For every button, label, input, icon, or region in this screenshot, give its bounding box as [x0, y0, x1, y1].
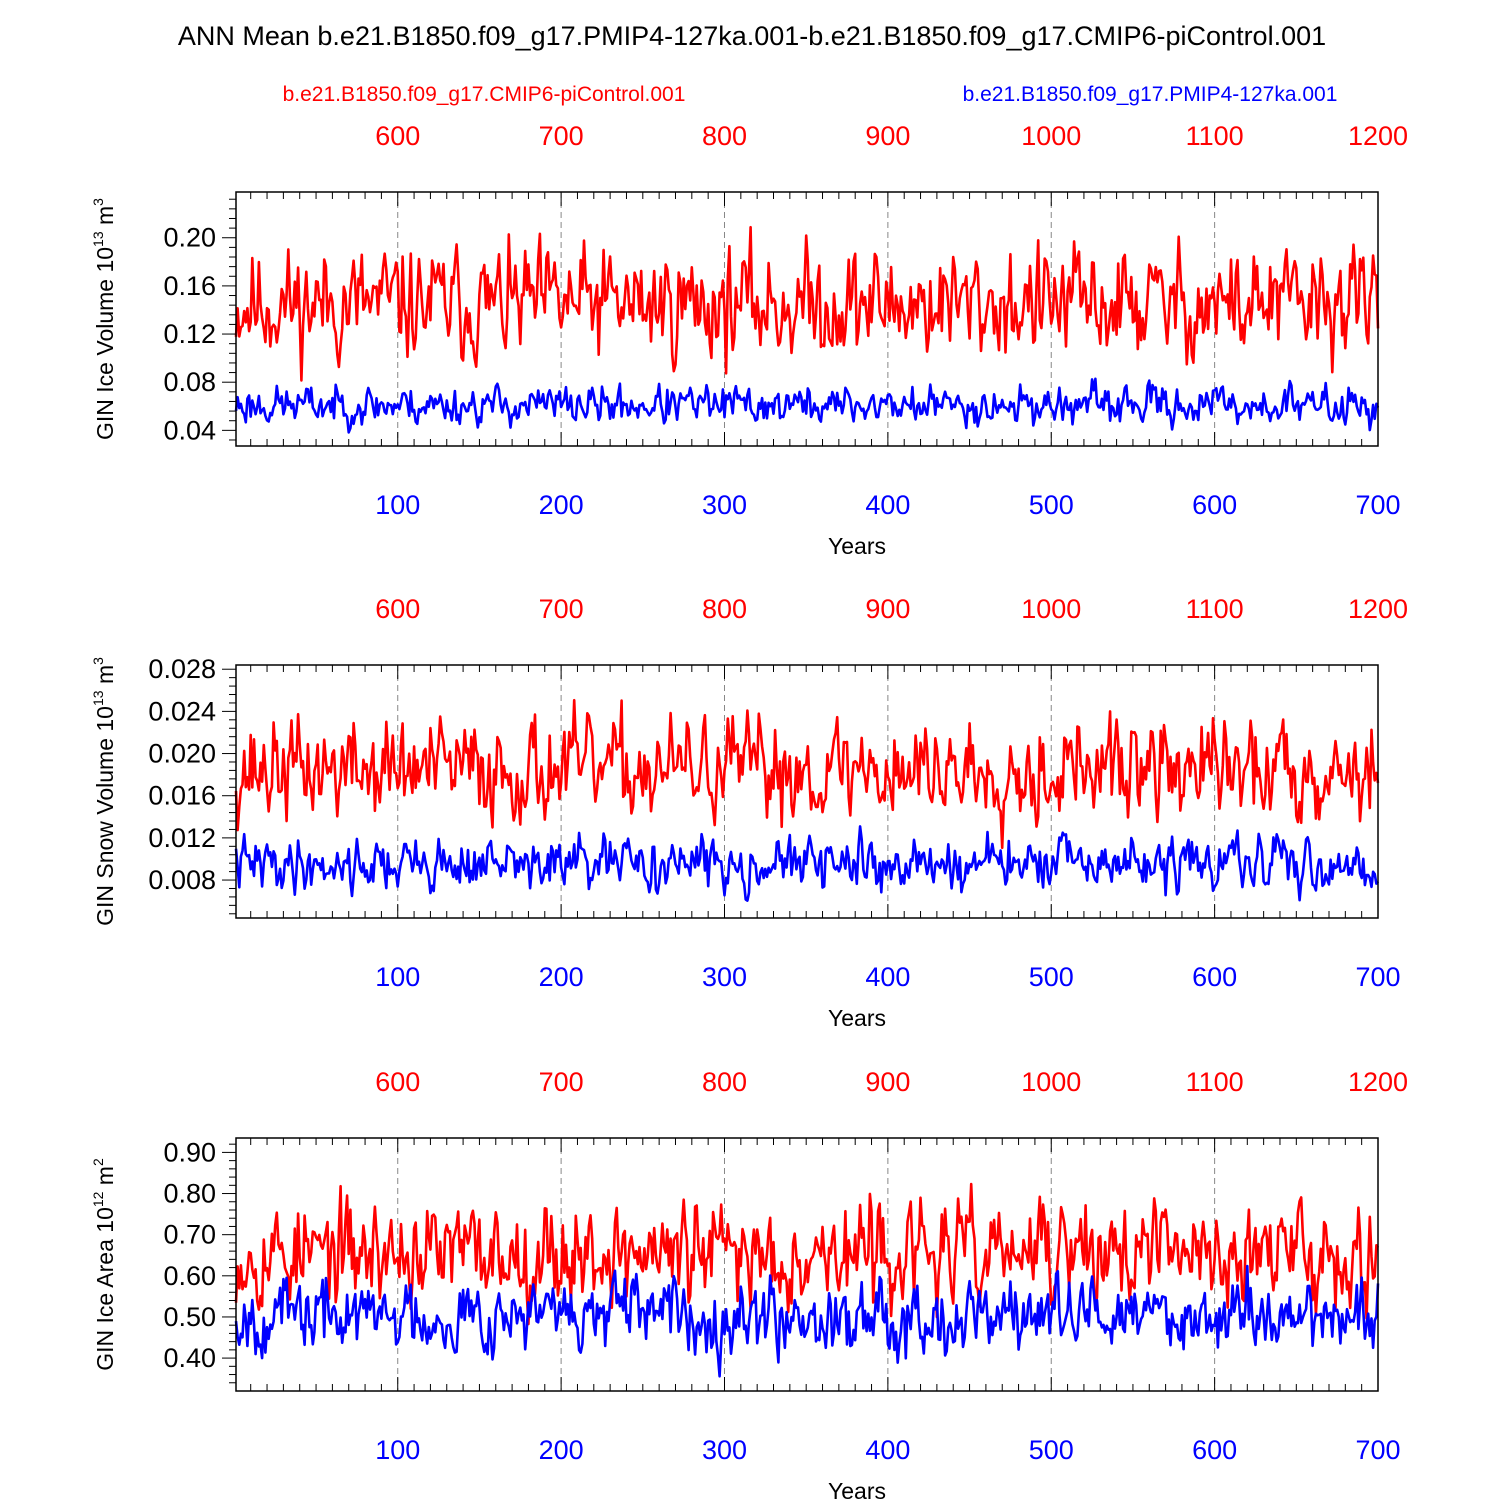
series-line-pmip4: [234, 825, 1380, 902]
y-tick-label: 0.024: [148, 696, 216, 726]
x-tick-label-bottom: 100: [375, 1435, 420, 1465]
y-tick-label: 0.008: [148, 865, 216, 895]
y-axis-label: GIN Ice Volume 1013 m3: [90, 198, 118, 440]
x-tick-label-top: 1000: [1021, 594, 1081, 624]
x-tick-label-bottom: 300: [702, 962, 747, 992]
y-axis-label: GIN Snow Volume 1013 m3: [90, 657, 118, 926]
x-tick-label-top: 900: [865, 1067, 910, 1097]
x-tick-label-bottom: 200: [539, 490, 584, 520]
legend-pmip4: b.e21.B1850.f09_g17.PMIP4-127ka.001: [963, 83, 1338, 106]
x-tick-label-bottom: 100: [375, 962, 420, 992]
y-tick-label: 0.016: [148, 781, 216, 811]
x-axis-label: Years: [828, 1005, 886, 1031]
x-tick-label-top: 1100: [1186, 121, 1244, 151]
x-tick-label-top: 1000: [1021, 1067, 1081, 1097]
x-tick-label-top: 700: [539, 594, 584, 624]
x-tick-label-top: 1100: [1186, 1067, 1244, 1097]
x-tick-label-bottom: 700: [1355, 962, 1400, 992]
panel-ice_area: 0.40 0.50 0.60 0.70 0.80 0.90 100 200 300 400 500 6…: [90, 1067, 1408, 1500]
x-tick-label-bottom: 200: [539, 962, 584, 992]
x-tick-label-top: 700: [539, 1067, 584, 1097]
y-tick-label: 0.028: [148, 654, 216, 684]
figure-title: ANN Mean b.e21.B1850.f09_g17.PMIP4-127ka…: [178, 21, 1326, 51]
series-line-pmip4: [234, 1264, 1380, 1378]
y-tick-label: 0.50: [163, 1302, 216, 1332]
y-tick-label: 0.012: [148, 823, 216, 853]
x-tick-label-top: 1000: [1021, 121, 1081, 151]
series-line-pmip4: [234, 377, 1380, 434]
x-tick-label-top: 1100: [1186, 594, 1244, 624]
x-tick-label-bottom: 200: [539, 1435, 584, 1465]
legend-picontrol: b.e21.B1850.f09_g17.CMIP6-piControl.001: [283, 83, 686, 106]
x-tick-label-top: 900: [865, 594, 910, 624]
x-tick-label-top: 600: [375, 594, 420, 624]
x-tick-label-bottom: 700: [1355, 490, 1400, 520]
x-tick-label-bottom: 600: [1192, 490, 1237, 520]
x-tick-label-top: 600: [375, 121, 420, 151]
x-tick-label-top: 600: [375, 1067, 420, 1097]
series-line-picontrol: [234, 225, 1380, 382]
series-line-picontrol: [234, 1182, 1380, 1326]
y-tick-label: 0.40: [163, 1343, 216, 1373]
y-tick-label: 0.16: [163, 271, 216, 301]
x-tick-label-bottom: 600: [1192, 962, 1237, 992]
x-tick-label-bottom: 700: [1355, 1435, 1400, 1465]
x-tick-label-bottom: 500: [1029, 1435, 1074, 1465]
plot-frame: [235, 1137, 1379, 1392]
y-tick-label: 0.70: [163, 1220, 216, 1250]
x-tick-label-top: 900: [865, 121, 910, 151]
x-tick-label-bottom: 400: [865, 1435, 910, 1465]
x-tick-label-top: 700: [539, 121, 584, 151]
series-line-picontrol: [234, 698, 1380, 850]
panels-group: 0.04 0.08 0.12 0.16 0.20 100 200 300 400 500 600 70…: [90, 121, 1408, 1500]
y-tick-label: 0.20: [163, 223, 216, 253]
panel-ice_volume: 0.04 0.08 0.12 0.16 0.20 100 200 300 400 500 600 70…: [90, 121, 1408, 559]
y-tick-label: 0.020: [148, 739, 216, 769]
x-tick-label-bottom: 500: [1029, 962, 1074, 992]
x-tick-label-top: 800: [702, 1067, 747, 1097]
x-tick-label-bottom: 100: [375, 490, 420, 520]
x-tick-label-bottom: 500: [1029, 490, 1074, 520]
x-tick-label-bottom: 300: [702, 490, 747, 520]
x-tick-label-top: 1200: [1348, 594, 1408, 624]
plot-frame: [235, 191, 1379, 447]
x-axis-label: Years: [828, 533, 886, 559]
y-tick-label: 0.08: [163, 367, 216, 397]
x-tick-label-bottom: 400: [865, 490, 910, 520]
x-tick-label-bottom: 600: [1192, 1435, 1237, 1465]
plot-frame: [235, 664, 1379, 919]
y-tick-label: 0.80: [163, 1179, 216, 1209]
x-tick-label-top: 800: [702, 594, 747, 624]
x-tick-label-top: 1200: [1348, 1067, 1408, 1097]
y-tick-label: 0.12: [163, 319, 216, 349]
x-tick-label-top: 800: [702, 121, 747, 151]
y-tick-label: 0.60: [163, 1261, 216, 1291]
y-axis-label: GIN Ice Area 1012 m2: [90, 1158, 118, 1371]
x-tick-label-bottom: 300: [702, 1435, 747, 1465]
x-tick-label-bottom: 400: [865, 962, 910, 992]
x-axis-label: Years: [828, 1478, 886, 1500]
x-tick-label-top: 1200: [1348, 121, 1408, 151]
y-tick-label: 0.90: [163, 1137, 216, 1167]
y-tick-label: 0.04: [163, 415, 216, 445]
panel-snow_volume: 0.008 0.012 0.016 0.020 0.024 0.028 100 200 300 4…: [90, 594, 1408, 1031]
